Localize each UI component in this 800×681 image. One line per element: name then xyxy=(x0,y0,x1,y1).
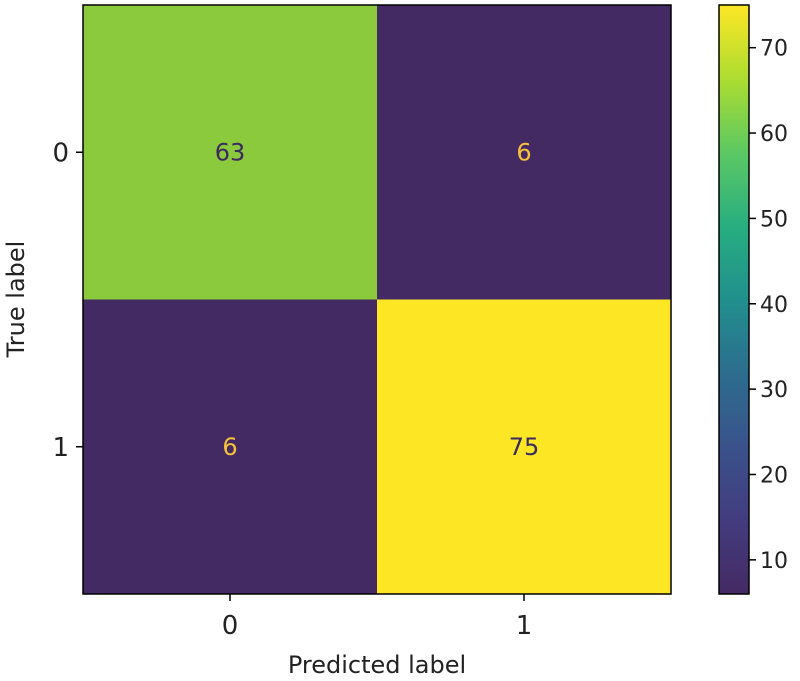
colorbar-tick-label: 10 xyxy=(760,549,788,574)
colorbar-tick-marks xyxy=(749,46,756,561)
y-tick-label: 0 xyxy=(52,138,69,168)
colorbar-frame xyxy=(718,4,750,595)
cell-true1-pred0 xyxy=(83,299,377,594)
colorbar-tick-label: 40 xyxy=(760,293,788,318)
y-axis-title: True label xyxy=(2,241,30,359)
y-tick-label: 1 xyxy=(52,433,69,463)
cell-true1-pred1 xyxy=(377,299,671,594)
x-tick-label: 1 xyxy=(516,611,533,641)
x-tick-label: 0 xyxy=(222,611,239,641)
cell-value-labels: 63 6 6 75 xyxy=(215,138,540,461)
colorbar-tick-label: 60 xyxy=(760,122,788,147)
axis-ticks xyxy=(76,151,525,601)
colorbar-tick-label: 20 xyxy=(760,463,788,488)
x-axis-title: Predicted label xyxy=(288,651,466,679)
colorbar-tick-label: 70 xyxy=(760,37,788,62)
heatmap-cells xyxy=(83,5,671,594)
cell-value-label: 6 xyxy=(516,138,531,166)
colorbar: 10 20 30 40 50 60 70 xyxy=(718,4,788,595)
cell-true0-pred1 xyxy=(377,5,671,300)
cell-value-label: 6 xyxy=(222,433,237,461)
colorbar-tick-label: 30 xyxy=(760,378,788,403)
colorbar-gradient xyxy=(719,5,749,594)
cell-value-label: 63 xyxy=(215,138,246,166)
cell-true0-pred0 xyxy=(83,5,377,300)
cell-value-label: 75 xyxy=(509,433,540,461)
plot-frame xyxy=(82,4,672,595)
colorbar-tick-label: 50 xyxy=(760,207,788,232)
